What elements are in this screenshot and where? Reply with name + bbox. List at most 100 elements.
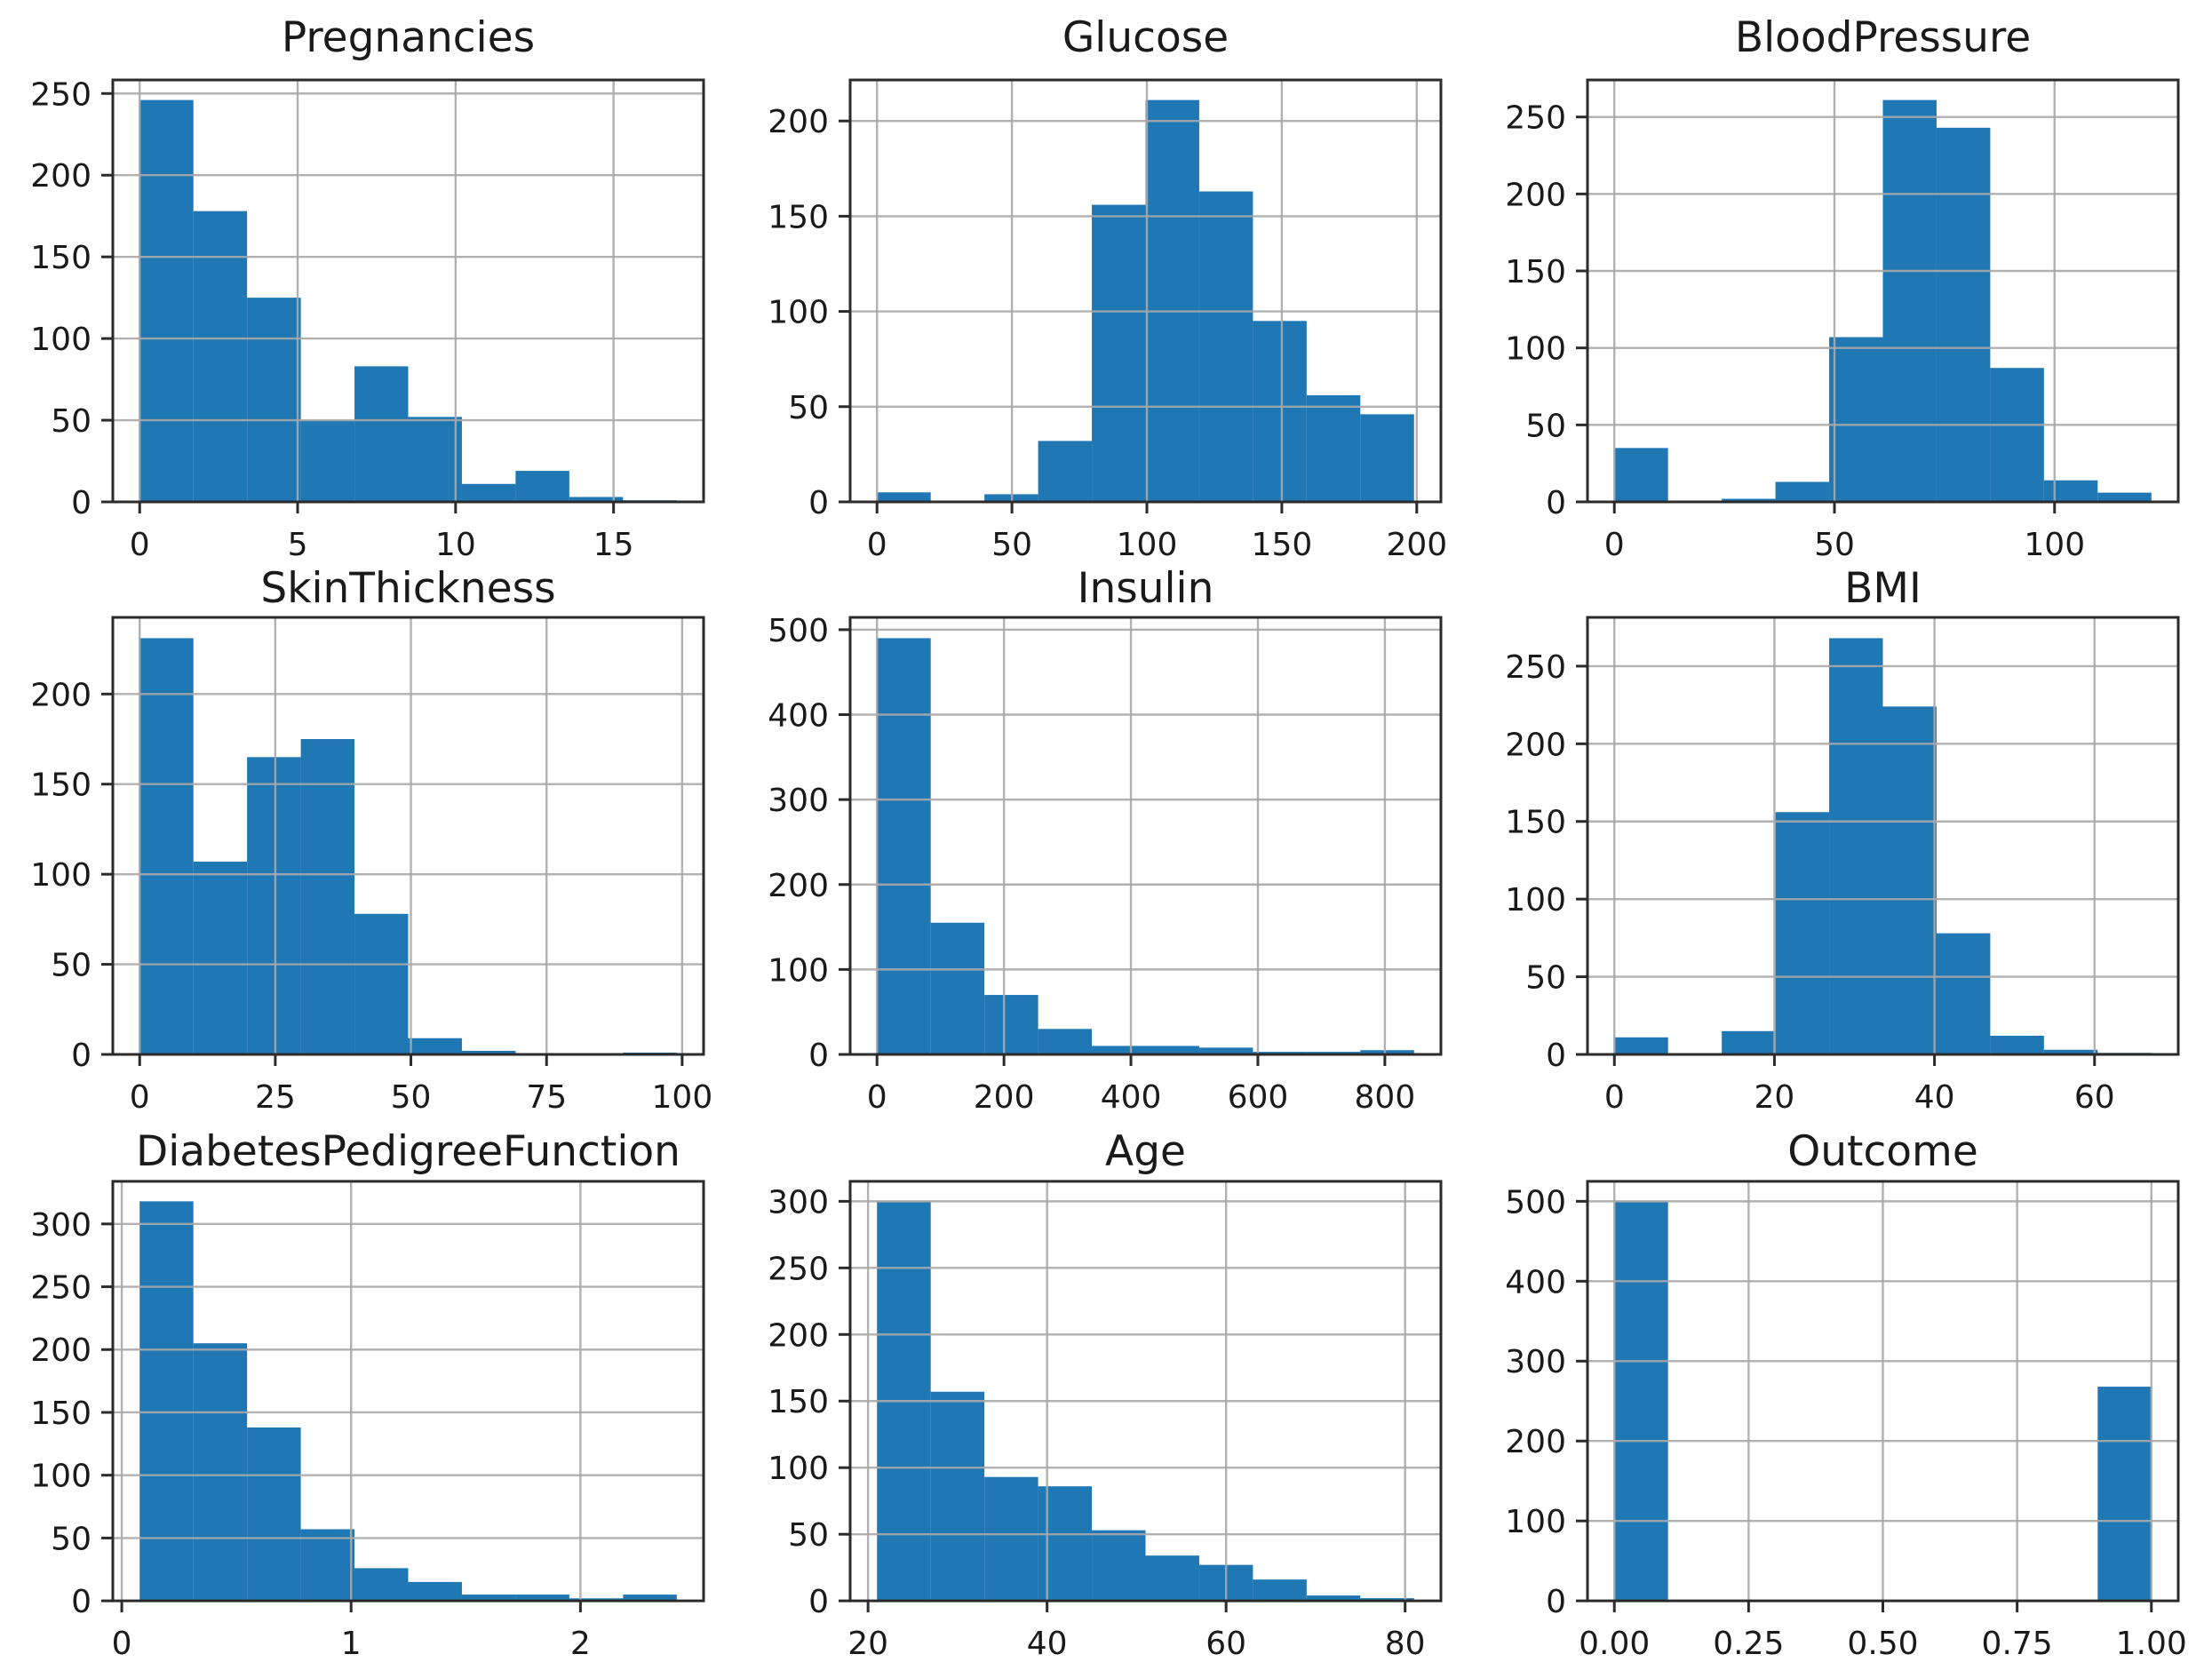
histogram-bar xyxy=(1614,448,1668,502)
x-tick-label: 200 xyxy=(1386,527,1447,560)
histogram-bar xyxy=(1936,933,1991,1054)
y-tick-label: 500 xyxy=(768,613,829,649)
y-tick-label: 150 xyxy=(1505,805,1566,841)
y-tick-label: 150 xyxy=(768,1384,829,1420)
y-tick-label: 500 xyxy=(1505,1184,1566,1221)
x-tick-label: 0 xyxy=(867,527,887,560)
axes-frame xyxy=(848,616,1443,1056)
x-tick-label: 0 xyxy=(130,1079,150,1116)
histogram-bar xyxy=(1990,1036,2044,1054)
axes-frame xyxy=(111,616,705,1056)
x-tick-label: 80 xyxy=(1385,1626,1426,1662)
histogram-bar xyxy=(1092,1530,1146,1602)
y-tick-label: 400 xyxy=(768,697,829,734)
histogram-bar xyxy=(1198,191,1253,502)
histogram-bar xyxy=(569,497,624,502)
histogram-bar xyxy=(1882,706,1937,1054)
histogram-cell-age: 20 40 60 80 0 50 100 150 200 250 300 Age xyxy=(737,1119,1475,1678)
histogram-bar xyxy=(300,420,355,502)
histogram-bar xyxy=(1614,1201,1668,1602)
y-tick-label: 50 xyxy=(788,1517,829,1554)
axes-frame xyxy=(1586,1180,2180,1602)
histogram-bar xyxy=(1145,1555,1199,1602)
histogram-bar xyxy=(461,1050,516,1054)
histogram-cell-bloodpressure: 0 50 100 0 50 100 150 200 250 BloodPressure xyxy=(1475,0,2212,560)
histogram-bar xyxy=(139,99,194,503)
chart-title: DiabetesPedigreeFunction xyxy=(136,1127,680,1176)
histogram-bar xyxy=(300,1529,355,1602)
x-tick-label: 400 xyxy=(1101,1079,1162,1116)
x-tick-label: 75 xyxy=(526,1079,567,1116)
y-tick-label: 100 xyxy=(30,857,92,894)
x-tick-label: 20 xyxy=(1754,1079,1795,1116)
y-tick-label: 0 xyxy=(71,485,92,521)
histogram-bar xyxy=(930,1391,985,1602)
y-tick-label: 250 xyxy=(1505,649,1566,686)
x-tick-label: 1 xyxy=(341,1626,362,1662)
histogram-bar xyxy=(461,483,516,502)
histogram-bar xyxy=(354,366,409,502)
histogram-bar xyxy=(300,739,355,1054)
axes-frame xyxy=(848,78,1443,504)
chart-title: BloodPressure xyxy=(1735,13,2031,62)
histogram-bar xyxy=(354,913,409,1054)
x-tick-label: 0.75 xyxy=(1982,1626,2053,1662)
y-tick-label: 0 xyxy=(808,485,829,521)
y-tick-label: 200 xyxy=(1505,727,1566,763)
y-tick-label: 50 xyxy=(51,403,92,440)
histogram-cell-bmi: 0 20 40 60 0 50 100 150 200 250 BMI xyxy=(1475,560,2212,1119)
x-tick-label: 0 xyxy=(867,1079,887,1116)
histogram-cell-pregnancies: 0 5 10 15 0 50 100 150 200 250 Pregnancies xyxy=(0,0,737,560)
y-tick-label: 100 xyxy=(30,1459,92,1495)
y-tick-label: 200 xyxy=(1505,1424,1566,1460)
histogram-bar xyxy=(1145,1046,1199,1054)
y-tick-label: 100 xyxy=(1505,331,1566,368)
axes-frame xyxy=(1586,616,2180,1056)
histogram-bar xyxy=(139,638,194,1054)
x-tick-label: 60 xyxy=(2074,1079,2115,1116)
x-tick-label: 0 xyxy=(1604,527,1625,560)
y-tick-label: 250 xyxy=(1505,100,1566,137)
histogram-bar xyxy=(2097,1387,2152,1602)
histogram-bar xyxy=(2097,492,2152,502)
y-tick-label: 200 xyxy=(1505,177,1566,213)
histogram-bar xyxy=(1829,638,1883,1054)
histogram-subplot-bloodpressure: 0 50 100 0 50 100 150 200 250 BloodPressure xyxy=(1505,13,2180,560)
y-tick-label: 150 xyxy=(768,199,829,235)
x-tick-label: 0.00 xyxy=(1579,1626,1650,1662)
histogram-bar xyxy=(623,1594,677,1602)
histogram-bar xyxy=(193,861,248,1054)
histogram-bar xyxy=(1722,1030,1776,1054)
y-tick-label: 100 xyxy=(30,322,92,358)
histogram-bar xyxy=(1829,337,1883,502)
axes-frame xyxy=(111,78,705,504)
histogram-bar xyxy=(247,757,301,1054)
chart-title: Pregnancies xyxy=(282,13,535,62)
y-tick-label: 100 xyxy=(1505,882,1566,919)
x-tick-label: 10 xyxy=(435,527,476,560)
chart-title: Insulin xyxy=(1078,564,1214,613)
x-tick-label: 100 xyxy=(2024,527,2085,560)
histogram-bar xyxy=(139,1201,194,1602)
x-tick-label: 100 xyxy=(1117,527,1178,560)
histogram-cell-diabetespedigreefunction: 0 1 2 0 50 100 150 200 250 300 DiabetesPedigreeFun… xyxy=(0,1119,737,1678)
histogram-bar xyxy=(515,1594,569,1602)
histogram-bar xyxy=(2043,480,2098,502)
histogram-bar xyxy=(1038,441,1093,502)
histogram-bar xyxy=(1882,99,1937,503)
y-tick-label: 100 xyxy=(768,952,829,989)
x-tick-label: 25 xyxy=(255,1079,296,1116)
histogram-cell-skinthickness: 0 25 50 75 100 0 50 100 150 200 SkinThickness xyxy=(0,560,737,1119)
histogram-bar xyxy=(1198,1047,1253,1054)
x-tick-label: 600 xyxy=(1228,1079,1289,1116)
y-tick-label: 50 xyxy=(1525,408,1566,444)
x-tick-label: 0.25 xyxy=(1713,1626,1784,1662)
histogram-bar xyxy=(2043,1049,2098,1054)
y-tick-label: 50 xyxy=(788,390,829,426)
x-tick-label: 150 xyxy=(1252,527,1313,560)
histogram-bar xyxy=(1038,1029,1093,1054)
y-tick-label: 100 xyxy=(768,1451,829,1487)
histogram-subplot-diabetespedigreefunction: 0 1 2 0 50 100 150 200 250 300 DiabetesPedigreeFun… xyxy=(30,1127,705,1662)
